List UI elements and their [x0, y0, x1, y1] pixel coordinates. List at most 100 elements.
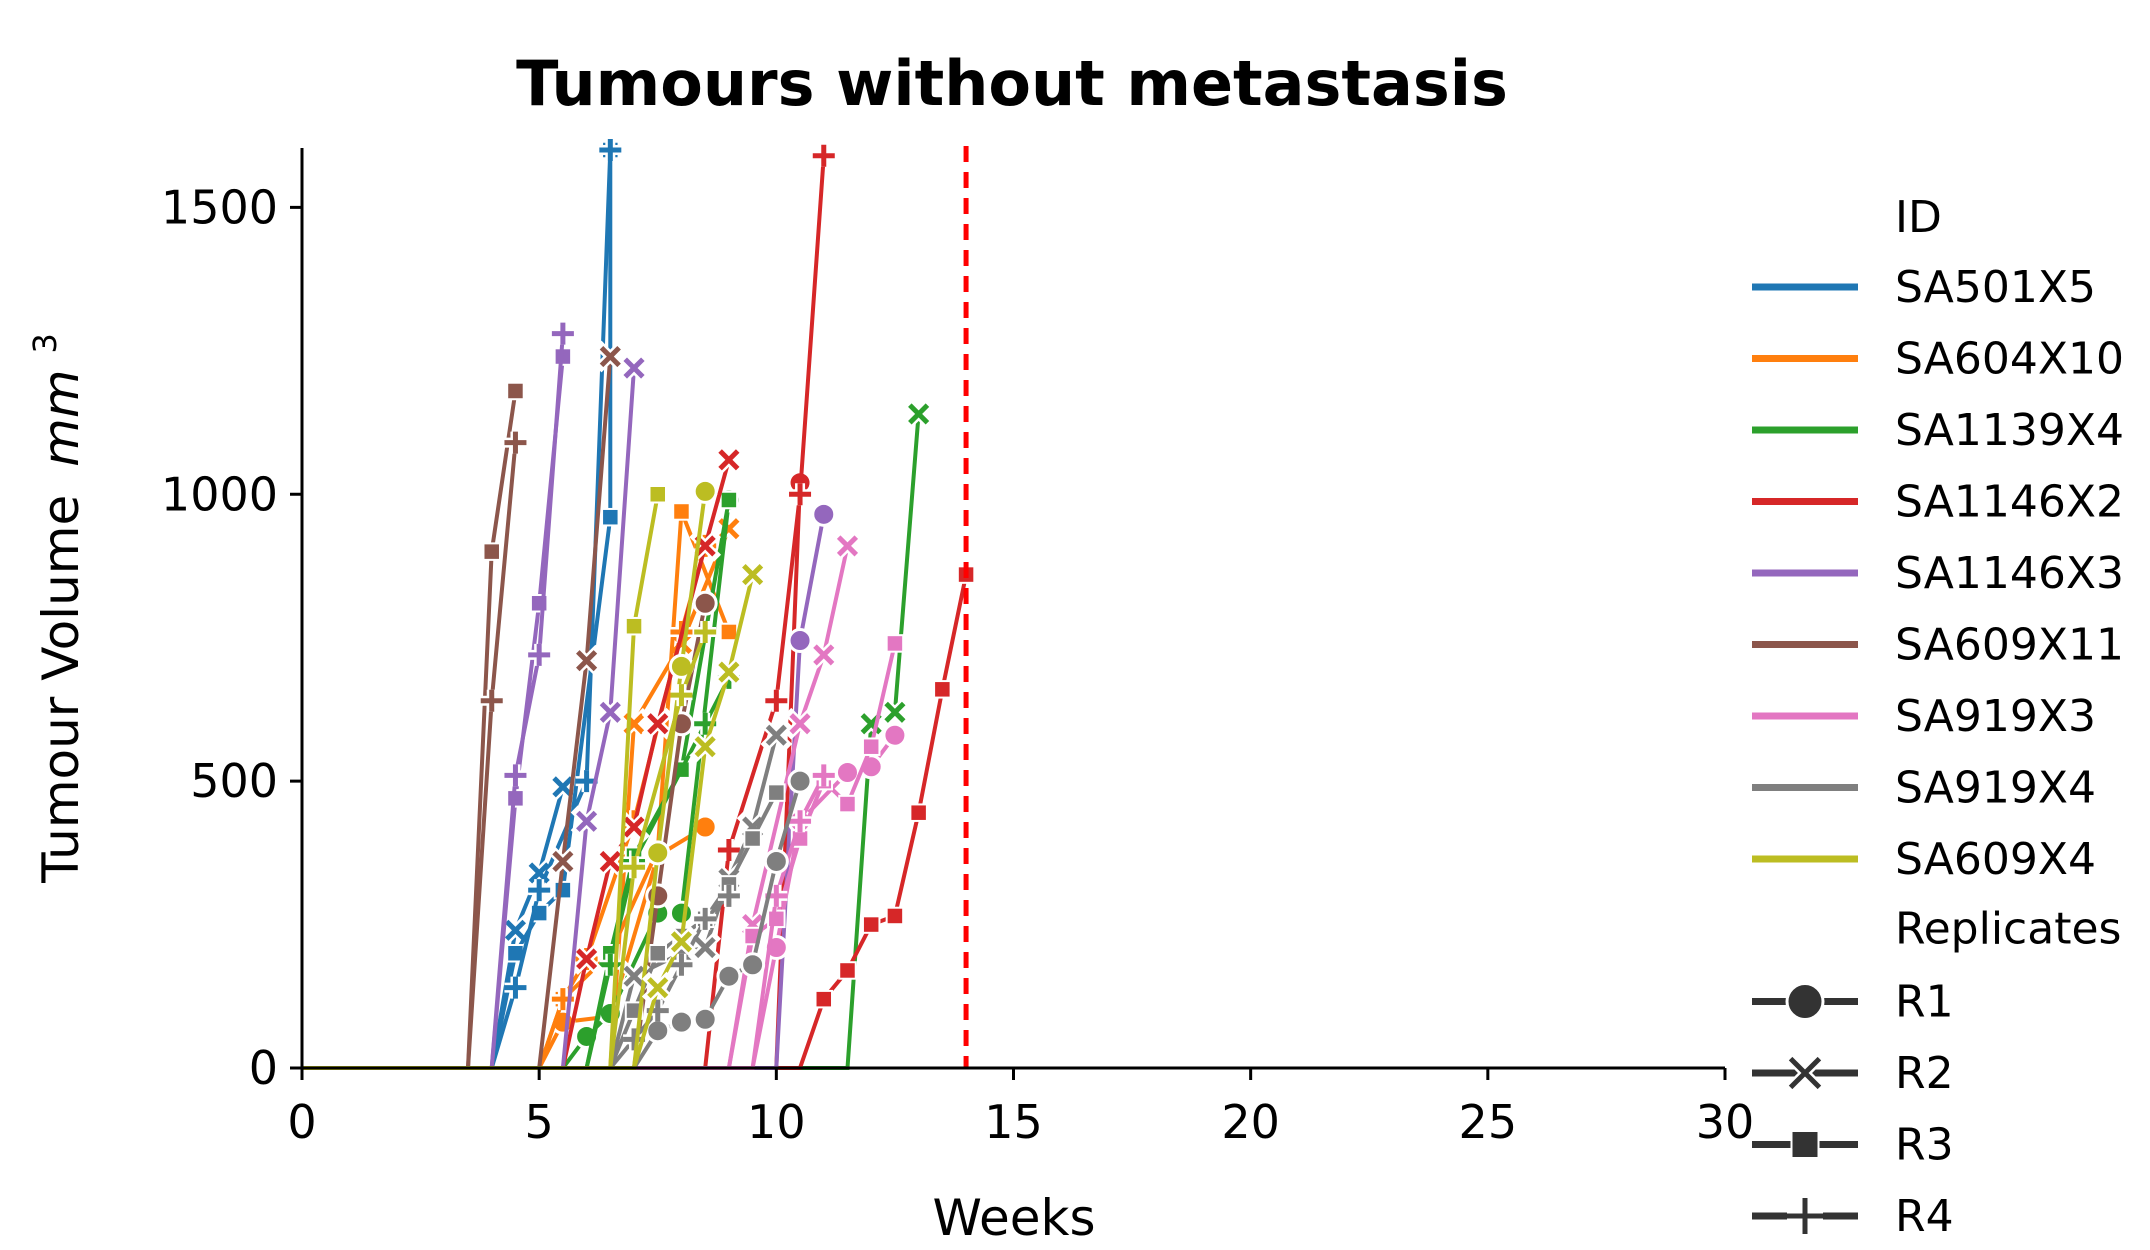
data-point [689, 931, 722, 964]
legend-item-SA1146X2: SA1146X2 [1752, 477, 2124, 528]
data-point [789, 483, 812, 506]
data-point [480, 689, 503, 712]
y-axis-label-text: Tumour Volume [32, 495, 90, 884]
data-point [672, 502, 691, 521]
data-point [812, 764, 835, 787]
data-point [716, 963, 742, 989]
legend-marker [1787, 1198, 1823, 1234]
y-tick-label: 1000 [161, 467, 278, 521]
data-point [547, 770, 579, 803]
data-point [551, 322, 574, 345]
legend-title-id: ID [1895, 192, 1942, 243]
data-point [618, 352, 650, 384]
legend-label: R3 [1895, 1120, 1954, 1171]
legend-label: SA919X4 [1895, 763, 2096, 814]
data-point [909, 803, 928, 822]
legend-label: SA609X4 [1895, 834, 2096, 885]
legend-item-SA919X3: SA919X3 [1752, 691, 2096, 742]
legend-marker [1785, 982, 1825, 1021]
data-point [740, 952, 766, 978]
series-SA1146X2 [302, 144, 976, 1070]
x-tick-label: 30 [1696, 1095, 1755, 1149]
data-point [787, 628, 813, 654]
data-point [692, 590, 718, 616]
data-point [641, 971, 674, 1004]
data-point [689, 730, 722, 763]
legend-title-replicates: Replicates [1895, 904, 2121, 955]
data-point [765, 689, 788, 712]
series-line-SA609X11-R3 [302, 390, 518, 1070]
data-point [570, 805, 603, 838]
data-point [528, 879, 551, 902]
data-point [713, 656, 745, 688]
series-line-SA501X5-R3 [302, 150, 613, 1070]
data-point [838, 961, 857, 980]
data-point [885, 634, 905, 653]
data-point [694, 907, 717, 930]
data-point [787, 768, 813, 794]
legend-item-SA501X5: SA501X5 [1752, 262, 2096, 313]
legend-item-R1: R1 [1752, 977, 1954, 1028]
legend-item-SA1146X3: SA1146X3 [1752, 548, 2124, 599]
data-point [504, 976, 527, 999]
data-point [692, 1006, 718, 1032]
data-point [784, 707, 816, 740]
legend-marker [1790, 1130, 1820, 1159]
data-point [504, 764, 527, 787]
legend-label: R2 [1895, 1048, 1954, 1099]
x-tick-label: 0 [287, 1095, 316, 1149]
data-point [670, 953, 693, 976]
data-point [736, 558, 769, 591]
legend-label: SA1139X4 [1895, 405, 2124, 456]
legend-item-R3: R3 [1752, 1120, 1954, 1171]
data-point [760, 719, 793, 752]
legend-label: R1 [1895, 977, 1954, 1028]
data-point [547, 845, 579, 878]
data-point [504, 431, 527, 454]
x-axis-ticks: 0 5 10 15 20 25 30 [287, 1068, 1754, 1149]
data-point [482, 542, 501, 561]
data-point [594, 696, 627, 729]
data-point [812, 144, 835, 167]
legend-label: SA919X3 [1895, 691, 2096, 742]
data-point [624, 616, 644, 636]
data-point [670, 684, 693, 707]
x-tick-label: 10 [747, 1095, 806, 1149]
data-point [506, 381, 525, 401]
y-tick-label: 500 [190, 754, 278, 808]
data-point [717, 884, 740, 907]
legend-item-SA919X4: SA919X4 [1752, 763, 2096, 814]
series-SA609X4 [302, 478, 769, 1070]
legend-item-SA609X4: SA609X4 [1752, 834, 2096, 885]
data-point [692, 478, 718, 504]
legend-item-SA609X11: SA609X11 [1752, 620, 2124, 671]
data-point [789, 810, 812, 833]
y-axis-label: Tumour Volume mm 3 [26, 333, 90, 884]
data-point [618, 811, 650, 843]
y-tick-label: 1500 [161, 180, 278, 234]
data-point [599, 139, 622, 161]
data-point [570, 644, 603, 677]
data-point [665, 925, 698, 958]
x-tick-label: 15 [984, 1095, 1043, 1149]
data-point [861, 915, 881, 934]
data-point [861, 737, 881, 756]
data-point [933, 680, 952, 699]
y-axis-label-exponent: 3 [26, 333, 64, 353]
data-point [648, 944, 667, 963]
data-point [645, 883, 671, 909]
legend-marker [1783, 1051, 1827, 1095]
data-point [499, 914, 532, 947]
chart-title: Tumours without metastasis [516, 47, 1508, 120]
legend-label: SA609X11 [1895, 620, 2124, 671]
legend-item-R2: R2 [1752, 1048, 1954, 1099]
legend: ID SA501X5 SA604X10 SA1139X4 SA1146X2 SA1146X… [1752, 192, 2124, 1242]
legend-label: SA1146X2 [1895, 477, 2124, 528]
y-axis-ticks: 0 500 1000 1500 [161, 180, 302, 1095]
data-point [570, 943, 603, 975]
data-point [623, 856, 646, 879]
data-point [743, 829, 762, 848]
data-point [902, 398, 935, 430]
data-point [601, 507, 620, 527]
